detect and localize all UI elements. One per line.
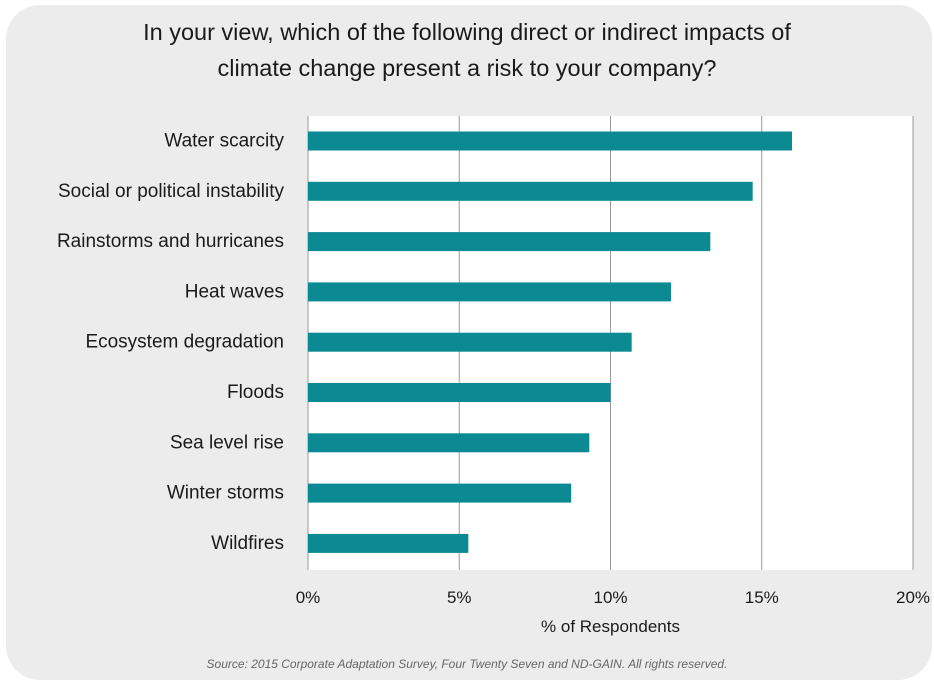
category-label-6: Sea level rise <box>170 432 284 453</box>
bar-3 <box>308 282 671 302</box>
bar-5 <box>308 383 611 402</box>
category-label-5: Floods <box>227 382 284 403</box>
category-label-0: Water scarcity <box>164 131 284 152</box>
chart-title-line-2: climate change present a risk to your co… <box>217 55 717 81</box>
x-tick-labels: 0% 5% 10% 15% 20% <box>296 588 930 607</box>
x-tick-label-3: 15% <box>745 588 779 607</box>
bar-2 <box>308 232 711 252</box>
x-tick-label-0: 0% <box>296 588 321 607</box>
bar-4 <box>308 332 632 352</box>
bar-1 <box>308 181 753 201</box>
category-label-3: Heat waves <box>185 281 284 302</box>
category-labels: Water scarcity Social or political instab… <box>57 131 285 554</box>
chart-title: In your view, which of the following dir… <box>0 14 934 86</box>
category-label-1: Social or political instability <box>58 181 284 202</box>
bars <box>308 131 792 553</box>
category-label-7: Winter storms <box>167 483 284 504</box>
x-tick-label-2: 10% <box>593 588 627 607</box>
chart-title-line-1: In your view, which of the following dir… <box>143 19 791 45</box>
bar-7 <box>308 483 572 503</box>
x-tick-label-1: 5% <box>447 588 472 607</box>
category-label-4: Ecosystem degradation <box>85 332 284 353</box>
x-axis-label: % of Respondents <box>541 617 680 636</box>
bar-0 <box>308 131 792 151</box>
bar-8 <box>308 533 469 553</box>
x-tick-label-4: 20% <box>896 588 930 607</box>
category-label-2: Rainstorms and hurricanes <box>57 231 284 252</box>
source-note: Source: 2015 Corporate Adaptation Survey… <box>206 657 728 671</box>
category-label-8: Wildfires <box>211 533 284 554</box>
bar-6 <box>308 433 590 453</box>
